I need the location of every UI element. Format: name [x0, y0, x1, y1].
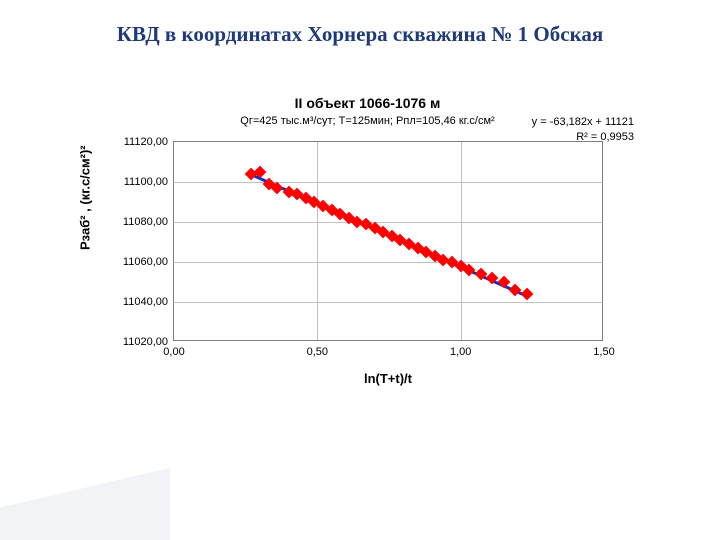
gridline-v	[317, 142, 318, 340]
y-axis-label: Pзаб² , (кг.с/см²)²	[78, 145, 93, 250]
plot-area: 11020,0011040,0011060,0011080,0011100,00…	[173, 141, 603, 341]
gridline-h	[174, 262, 602, 263]
y-tick-label: 11040,00	[123, 296, 168, 308]
x-tick-label: 0,50	[307, 346, 328, 358]
y-tick-label: 11060,00	[123, 256, 168, 268]
gridline-h	[174, 182, 602, 183]
y-tick-label: 11020,00	[123, 336, 168, 348]
x-tick-label: 1,00	[450, 346, 471, 358]
gridline-h	[174, 222, 602, 223]
x-tick-label: 0,00	[163, 346, 184, 358]
data-marker	[509, 284, 522, 297]
page-title: КВД в координатах Хорнера скважина № 1 О…	[0, 22, 720, 47]
gridline-v	[461, 142, 462, 340]
y-tick-label: 11080,00	[123, 216, 168, 228]
equation-line-1: y = -63,182x + 11121	[532, 115, 634, 130]
y-tick-label: 11100,00	[124, 176, 168, 188]
chart-title: II объект 1066-1076 м	[95, 95, 640, 111]
horner-chart: II объект 1066-1076 м Qг=425 тыс.м³/сут;…	[95, 95, 640, 405]
y-tick-label: 11120,00	[124, 136, 168, 148]
x-axis-label: ln(T+t)/t	[173, 371, 603, 386]
x-tick-label: 1,50	[593, 346, 614, 358]
decorative-wedge	[0, 468, 170, 540]
gridline-h	[174, 302, 602, 303]
data-marker	[520, 288, 533, 301]
